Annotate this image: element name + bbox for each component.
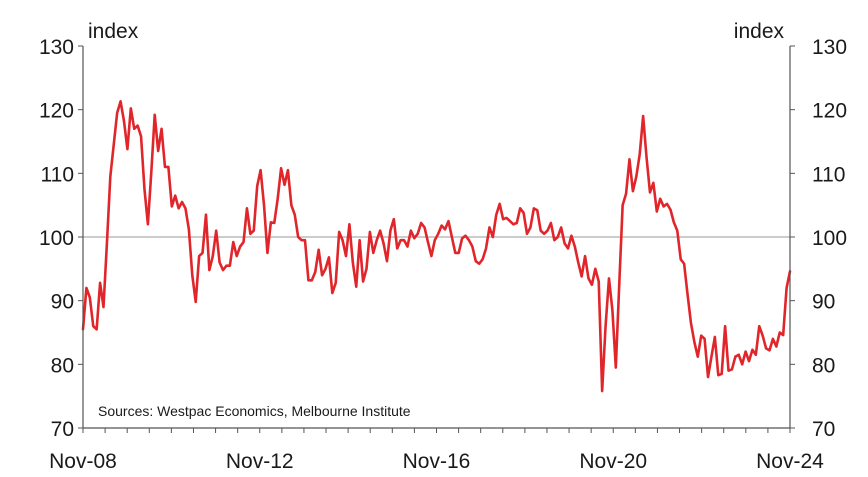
- y-tick-label-left: 90: [51, 291, 74, 314]
- plot-area: [81, 100, 792, 393]
- x-tick-label: Nov-20: [579, 450, 647, 473]
- y-tick-label-right: 70: [812, 418, 835, 441]
- x-tick-label: Nov-08: [49, 450, 117, 473]
- y-tick-label-left: 120: [39, 100, 74, 123]
- y-tick-label-left: 110: [41, 163, 74, 186]
- y-tick-label-right: 100: [812, 227, 847, 250]
- y-tick-label-right: 110: [812, 163, 845, 186]
- right-axis-unit-label: index: [734, 20, 785, 43]
- y-tick-label-left: 100: [39, 227, 74, 250]
- tick-labels: 70 70 80 80 90 90 100 100 110 110 120 120 130 130 Nov-…: [39, 36, 847, 473]
- series-line: [81, 100, 792, 393]
- source-note: Sources: Westpac Economics, Melbourne In…: [98, 403, 411, 419]
- y-tick-label-left: 70: [51, 418, 74, 441]
- x-tick-label: Nov-12: [226, 450, 294, 473]
- x-tick-label: Nov-24: [756, 450, 824, 473]
- x-tick-label: Nov-16: [403, 450, 471, 473]
- y-tick-label-left: 130: [39, 36, 74, 59]
- y-tick-label-right: 80: [812, 354, 835, 377]
- y-tick-label-right: 130: [812, 36, 847, 59]
- ticks: [78, 45, 795, 433]
- left-axis-unit-label: index: [88, 20, 139, 43]
- y-tick-label-right: 120: [812, 100, 847, 123]
- y-tick-label-left: 80: [51, 354, 74, 377]
- y-tick-label-right: 90: [812, 291, 835, 314]
